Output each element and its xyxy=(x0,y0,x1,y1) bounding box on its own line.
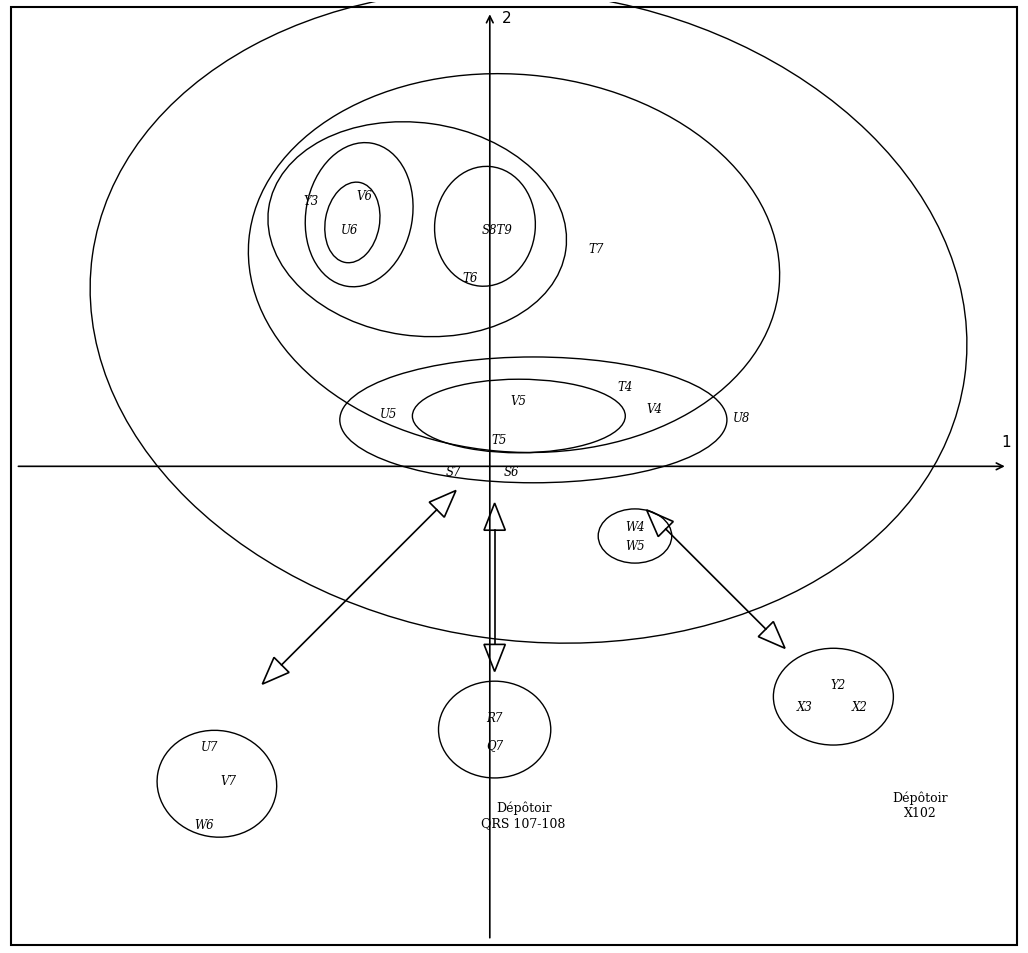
Text: U8: U8 xyxy=(733,412,750,425)
Text: U6: U6 xyxy=(341,223,358,236)
Text: Q7: Q7 xyxy=(486,739,504,752)
Text: W6: W6 xyxy=(194,818,214,831)
Text: U5: U5 xyxy=(379,407,397,420)
Text: V6: V6 xyxy=(356,190,372,203)
Text: 1: 1 xyxy=(1001,435,1011,450)
Text: X2: X2 xyxy=(851,700,868,713)
Text: U7: U7 xyxy=(200,740,218,754)
Text: W4: W4 xyxy=(625,520,645,534)
Text: T7: T7 xyxy=(589,243,604,255)
Text: Dépôtoir
X102: Dépôtoir X102 xyxy=(892,791,948,820)
Text: S7: S7 xyxy=(445,465,461,478)
Text: S6: S6 xyxy=(504,465,519,478)
Text: Y2: Y2 xyxy=(831,678,846,691)
Text: W5: W5 xyxy=(625,539,645,553)
Text: V4: V4 xyxy=(647,402,662,416)
Text: V5: V5 xyxy=(511,395,526,408)
Text: S8T9: S8T9 xyxy=(482,223,513,236)
Text: T6: T6 xyxy=(463,272,478,285)
Text: Dépôtoir
QRS 107-108: Dépôtoir QRS 107-108 xyxy=(481,801,565,829)
Text: R7: R7 xyxy=(486,712,503,724)
Text: T4: T4 xyxy=(618,381,633,394)
Text: Y3: Y3 xyxy=(303,194,319,208)
Text: 2: 2 xyxy=(502,10,511,26)
Text: V7: V7 xyxy=(220,775,236,787)
Text: T5: T5 xyxy=(491,434,507,446)
Text: X3: X3 xyxy=(797,700,812,713)
